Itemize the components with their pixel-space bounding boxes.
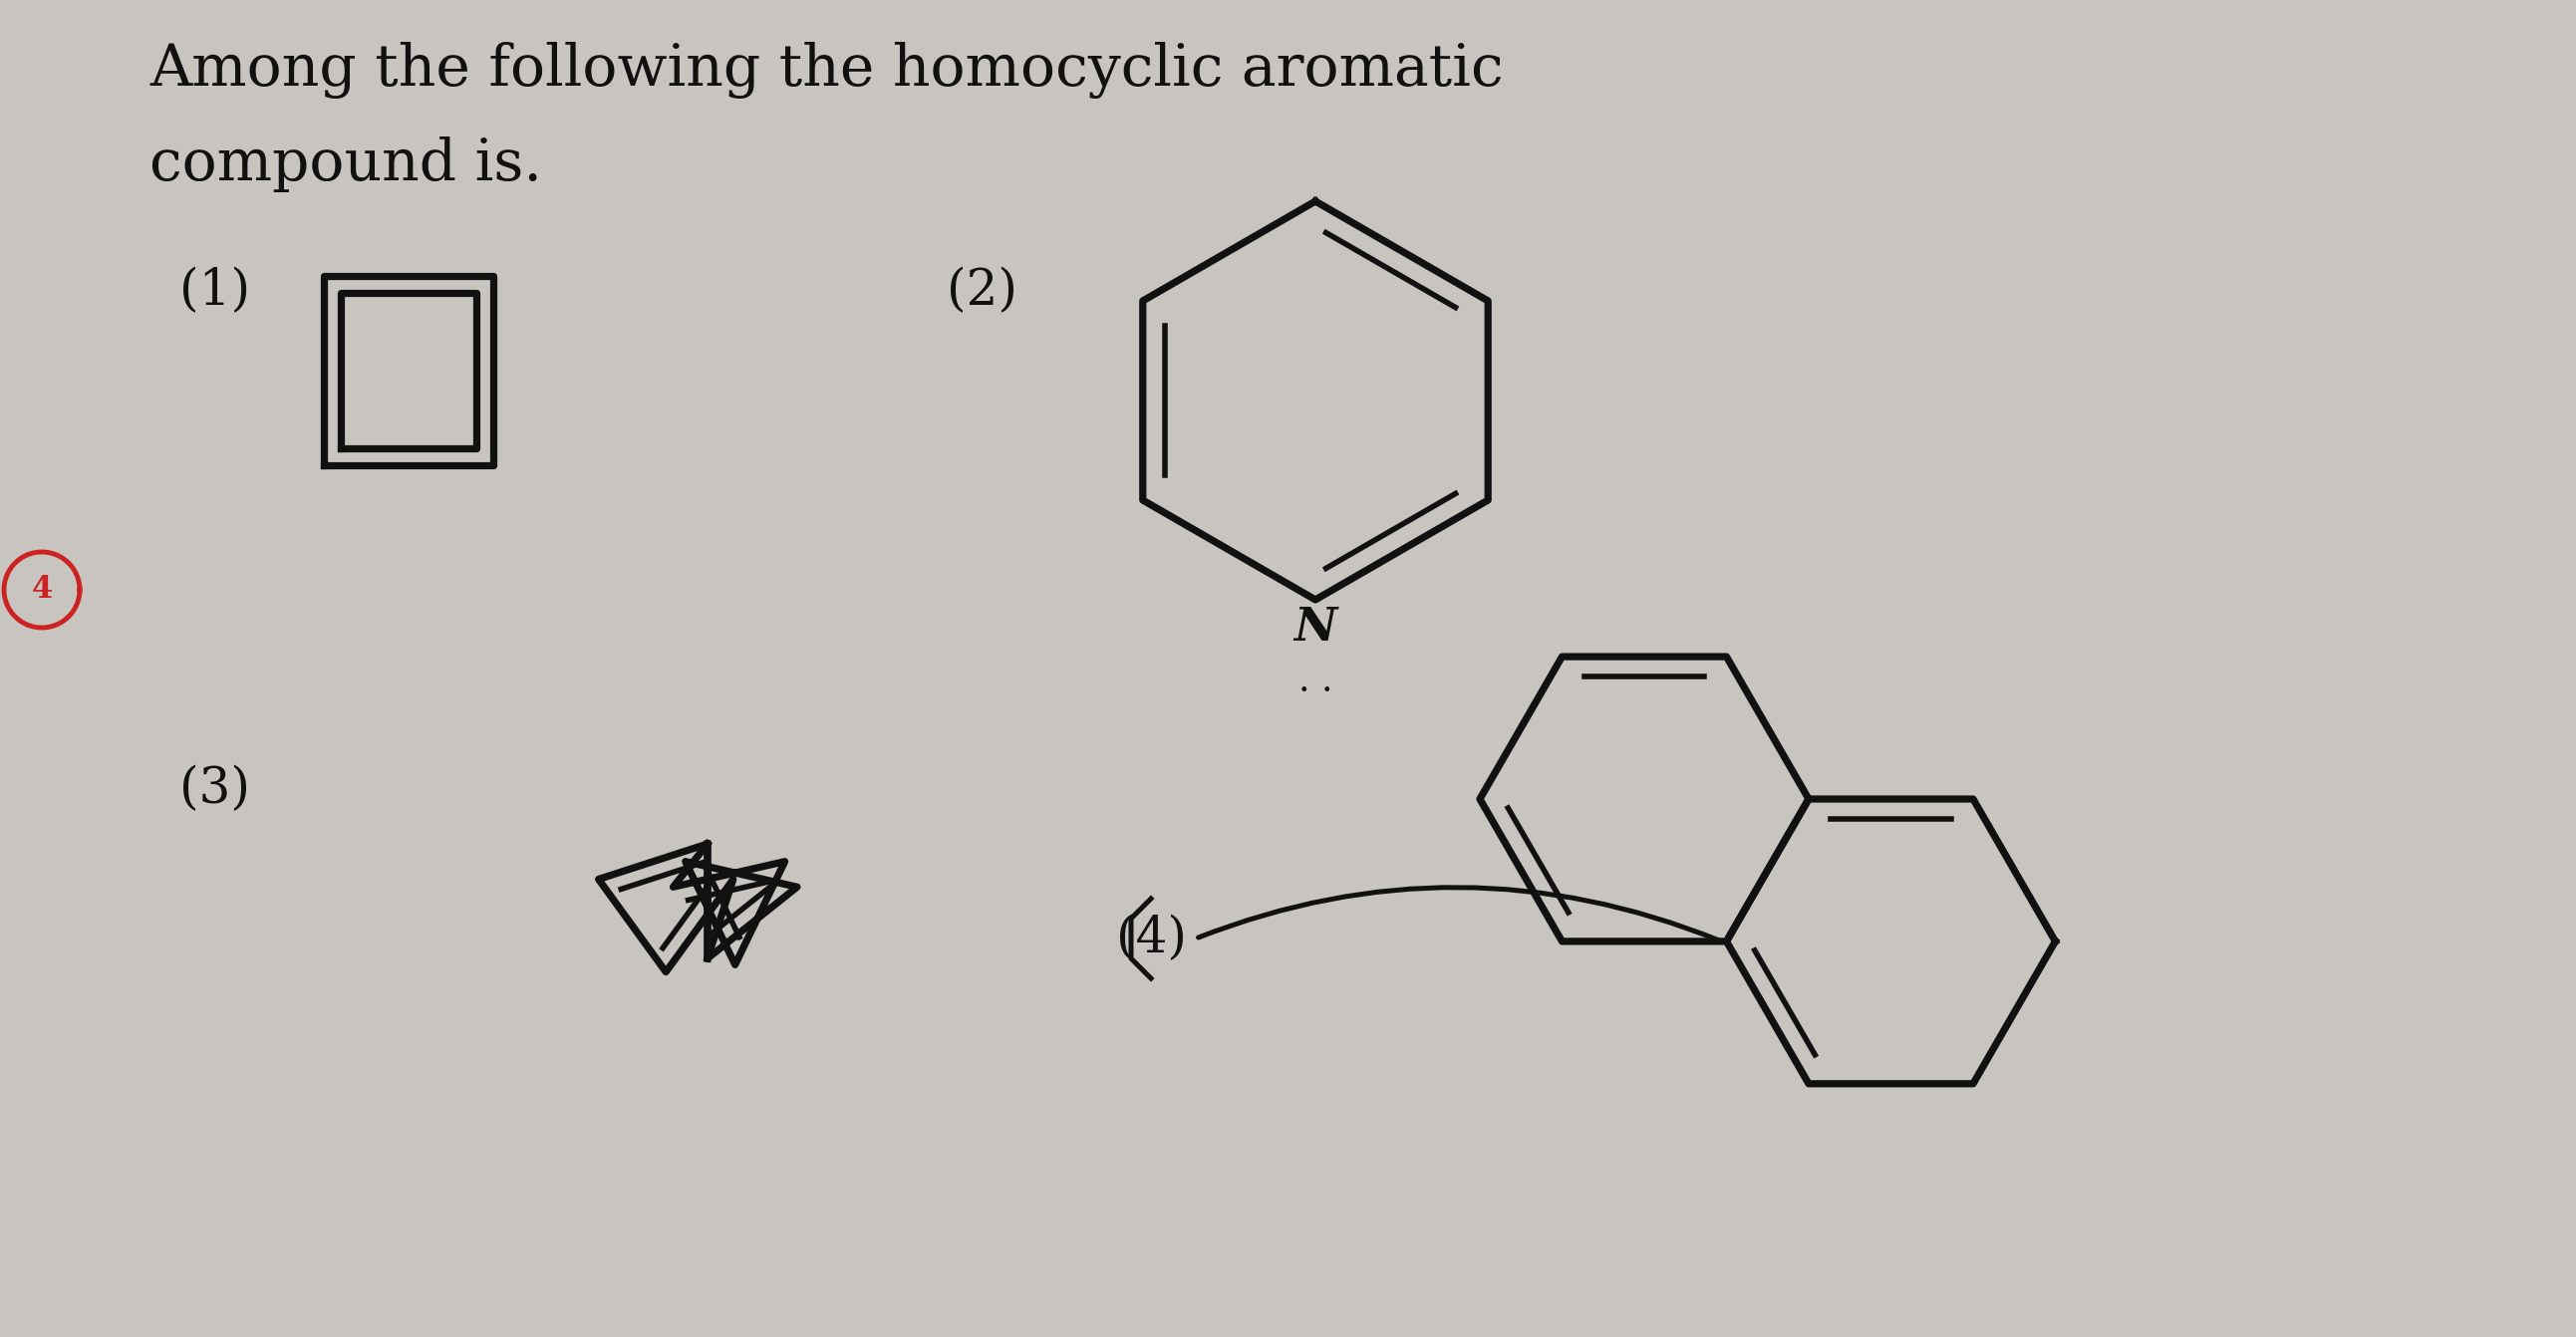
Text: (4): (4) xyxy=(1115,915,1188,963)
Text: (2): (2) xyxy=(948,266,1018,316)
Text: Among the following the homocyclic aromatic: Among the following the homocyclic aroma… xyxy=(149,41,1504,99)
Text: N: N xyxy=(1293,604,1337,651)
Text: compound is.: compound is. xyxy=(149,136,541,193)
Text: (1): (1) xyxy=(180,266,250,316)
Text: · ·: · · xyxy=(1298,674,1332,709)
Text: 4: 4 xyxy=(31,575,52,606)
Text: (3): (3) xyxy=(180,765,250,814)
